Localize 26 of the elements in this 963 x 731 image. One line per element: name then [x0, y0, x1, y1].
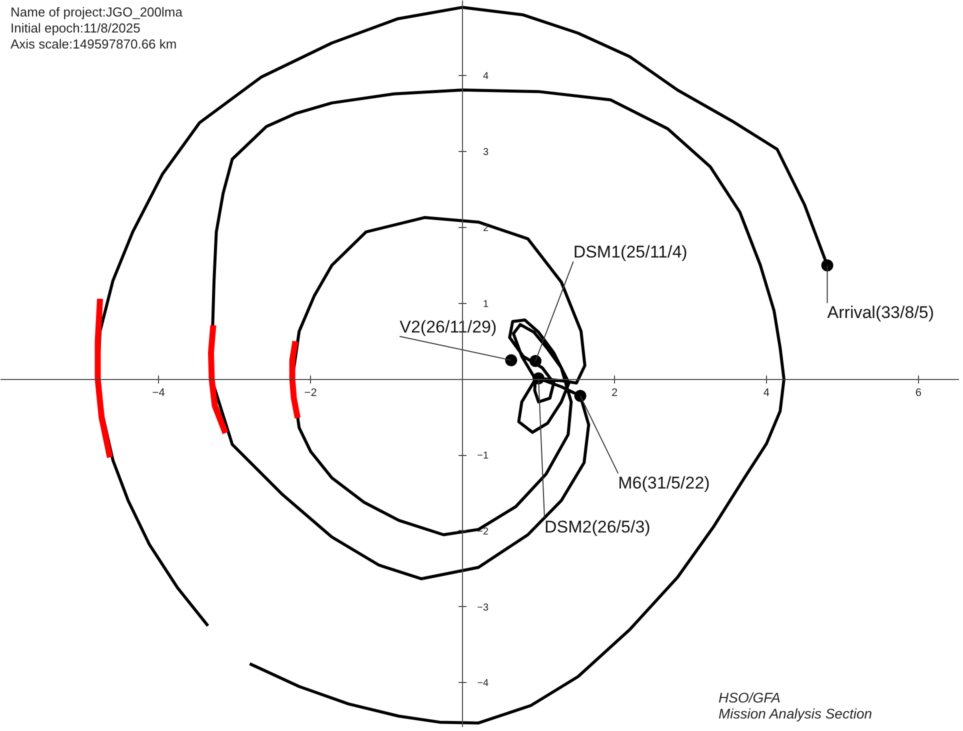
annotation: DSM2(26/5/3) [544, 518, 650, 537]
y-tick-label: −3 [477, 602, 489, 614]
annotation: M6(31/5/22) [618, 473, 710, 492]
annotation: Initial epoch:11/8/2025 [10, 20, 140, 36]
y-tick-label: 3 [482, 147, 489, 158]
y-tick-label: −4 [477, 678, 489, 690]
point [529, 354, 542, 367]
annotation: Arrival(33/8/5) [827, 303, 934, 322]
y-tick-label: −2 [477, 526, 489, 538]
annotation: DSM1(25/11/4) [573, 242, 688, 262]
y-tick-label: −1 [477, 450, 489, 462]
y-tick-label: 1 [482, 298, 489, 310]
x-tick-label: −4 [152, 387, 165, 400]
point [574, 390, 586, 402]
point [821, 259, 834, 272]
x-tick-label: 6 [915, 387, 922, 400]
point [505, 354, 518, 366]
annotation: Name of project:JGO_200lma [10, 4, 184, 20]
annotation: Axis scale:149597870.66 km [10, 36, 177, 52]
annotation: Mission Analysis Section [718, 706, 872, 722]
y-tick-label: 2 [482, 222, 489, 234]
x-tick-label: 4 [763, 387, 770, 400]
x-tick-label: −2 [304, 387, 317, 400]
annotation: HSO/GFA [718, 690, 780, 706]
y-tick-label: 4 [482, 71, 489, 82]
x-tick-label: 2 [611, 387, 618, 400]
